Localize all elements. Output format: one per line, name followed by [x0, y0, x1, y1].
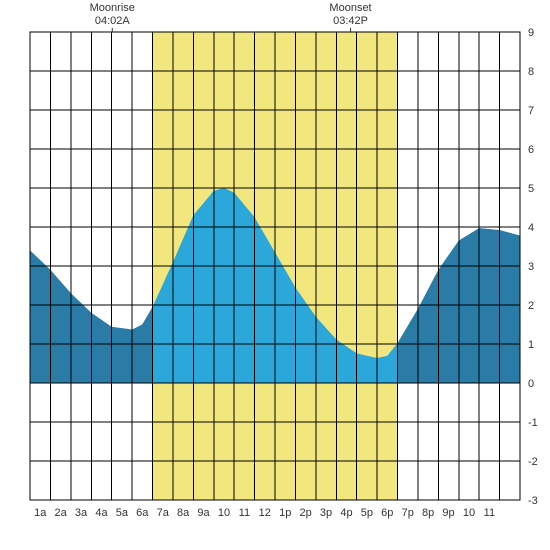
x-tick-label: 3a — [75, 507, 88, 519]
moonrise-label: Moonrise — [82, 2, 142, 15]
x-tick-label: 11 — [484, 507, 495, 519]
x-tick-label: 7p — [402, 507, 414, 519]
y-tick-label: -1 — [528, 417, 538, 429]
chart-svg: -3-2-101234567891a2a3a4a5a6a7a8a9a101112… — [0, 0, 550, 550]
x-tick-label: 2a — [55, 507, 68, 519]
moonset-time: 03:42P — [321, 15, 381, 28]
x-tick-label: 6p — [381, 507, 393, 519]
x-tick-label: 5a — [116, 507, 129, 519]
y-tick-label: 9 — [528, 27, 534, 39]
x-tick-label: 12 — [259, 507, 271, 519]
x-tick-label: 10 — [218, 507, 230, 519]
moonrise-time: 04:02A — [82, 15, 142, 28]
x-tick-label: 8p — [422, 507, 434, 519]
x-tick-label: 4a — [95, 507, 108, 519]
y-tick-label: 0 — [528, 378, 534, 390]
x-tick-label: 1p — [279, 507, 291, 519]
y-tick-label: 2 — [528, 300, 534, 312]
moonset-annotation: Moonset03:42P — [321, 2, 381, 28]
y-tick-label: 1 — [528, 339, 534, 351]
y-tick-label: 4 — [528, 222, 534, 234]
x-tick-label: 11 — [239, 507, 250, 519]
x-tick-label: 10 — [463, 507, 475, 519]
y-tick-label: -3 — [528, 495, 538, 507]
moonset-label: Moonset — [321, 2, 381, 15]
x-tick-label: 2p — [300, 507, 312, 519]
x-tick-label: 1a — [34, 507, 47, 519]
x-tick-label: 7a — [157, 507, 170, 519]
x-tick-label: 4p — [340, 507, 352, 519]
y-tick-label: 8 — [528, 66, 534, 78]
y-tick-label: -2 — [528, 456, 538, 468]
x-tick-label: 9p — [442, 507, 454, 519]
x-tick-label: 6a — [136, 507, 149, 519]
x-tick-label: 8a — [177, 507, 190, 519]
x-tick-label: 5p — [361, 507, 373, 519]
y-tick-label: 7 — [528, 105, 534, 117]
y-tick-label: 3 — [528, 261, 534, 273]
x-tick-label: 3p — [320, 507, 332, 519]
y-tick-label: 6 — [528, 144, 534, 156]
tide-chart: -3-2-101234567891a2a3a4a5a6a7a8a9a101112… — [0, 0, 550, 550]
y-tick-label: 5 — [528, 183, 534, 195]
x-tick-label: 9a — [197, 507, 210, 519]
moonrise-annotation: Moonrise04:02A — [82, 2, 142, 28]
